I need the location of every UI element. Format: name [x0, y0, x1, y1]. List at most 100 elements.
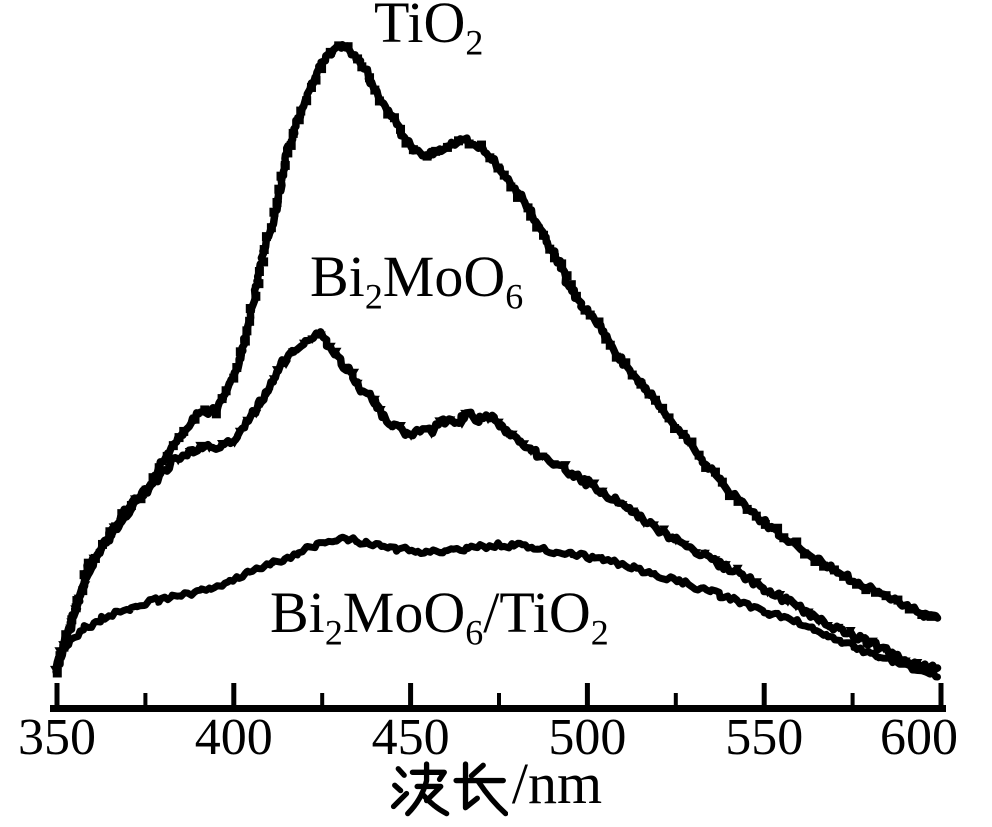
marker-dot [733, 598, 739, 604]
marker-dot [801, 623, 807, 629]
marker-dot [254, 565, 260, 571]
marker-dot [929, 670, 935, 676]
marker-square [283, 148, 293, 158]
marker-dot [237, 576, 243, 582]
marker-square [317, 64, 327, 74]
marker-dot [112, 609, 118, 615]
marker-triangle [395, 422, 406, 431]
marker-triangle [204, 444, 215, 453]
marker-dot [589, 553, 595, 559]
marker-square [383, 109, 393, 119]
marker-triangle [790, 602, 801, 612]
marker-triangle [537, 452, 548, 462]
marker-triangle [742, 574, 753, 584]
marker-dot [706, 589, 712, 595]
marker-square [658, 403, 668, 413]
marker-square [760, 519, 770, 529]
marker-triangle [363, 390, 374, 400]
marker-dot [905, 661, 911, 667]
marker-square [917, 610, 927, 620]
x-axis-major-tick [231, 683, 237, 706]
marker-dot [544, 549, 550, 555]
marker-square [168, 441, 178, 451]
marker-triangle [125, 509, 136, 518]
marker-dot [562, 553, 568, 559]
marker-square [266, 223, 276, 233]
marker-square [179, 426, 189, 436]
marker-triangle [679, 540, 690, 550]
marker-square [627, 370, 637, 380]
marker-square [200, 405, 210, 415]
marker-triangle [548, 460, 559, 469]
marker-triangle [648, 521, 659, 530]
marker-dot [876, 656, 882, 662]
marker-triangle [569, 472, 580, 481]
x-tick-label: 600 [880, 709, 958, 766]
marker-dot [508, 541, 514, 547]
marker-dot [662, 575, 668, 581]
marker-dot [165, 596, 171, 602]
marker-dot [198, 585, 204, 591]
marker-dot [344, 537, 350, 543]
x-axis-minor-tick [320, 693, 325, 706]
x-tick-label: 450 [371, 709, 450, 766]
marker-square [286, 140, 296, 150]
marker-dot [338, 534, 344, 540]
x-axis-major-tick [408, 683, 414, 706]
marker-square [221, 386, 231, 396]
marker-square [839, 571, 849, 581]
marker-triangle [281, 360, 292, 369]
marker-triangle [720, 561, 731, 570]
marker-triangle [338, 363, 349, 373]
marker-square [401, 138, 411, 148]
marker-dot [375, 541, 381, 547]
marker-dot [445, 546, 451, 552]
marker-triangle [426, 430, 437, 439]
marker-triangle [287, 348, 298, 357]
marker-square [523, 203, 533, 213]
marker-dot [293, 552, 299, 558]
marker-dot [193, 589, 199, 595]
marker-triangle [617, 501, 628, 510]
marker-dot [724, 595, 730, 601]
marker-triangle [710, 556, 721, 565]
marker-square [422, 151, 432, 161]
marker-dot [277, 560, 283, 566]
marker-square [117, 509, 127, 519]
marker-dot [896, 662, 902, 668]
marker-square [779, 533, 789, 543]
marker-square [442, 142, 452, 152]
marker-dot [535, 545, 541, 551]
x-axis-title: /nm [0, 752, 992, 820]
marker-dot [155, 600, 161, 606]
marker-dot [784, 613, 790, 619]
marker-triangle [589, 479, 600, 488]
marker-dot [464, 544, 470, 550]
marker-square [334, 41, 344, 51]
marker-dot [517, 541, 523, 547]
marker-dot [174, 593, 180, 599]
marker-dot [78, 629, 84, 635]
marker-triangle [483, 415, 494, 425]
marker-square [557, 259, 567, 269]
marker-square [585, 310, 595, 320]
marker-square [52, 668, 62, 678]
marker-triangle [155, 470, 166, 480]
marker-square [861, 585, 871, 595]
marker-dot [392, 546, 398, 552]
marker-dot [285, 555, 291, 561]
x-tick-label: 500 [548, 709, 627, 766]
marker-square [650, 395, 660, 405]
marker-square [893, 595, 903, 605]
marker-triangle [271, 366, 282, 375]
curve-label-bi2moo6-tio2: Bi2MoO6/TiO2 [270, 580, 609, 653]
marker-triangle [782, 598, 793, 607]
marker-square [800, 549, 810, 559]
marker-triangle [803, 608, 814, 617]
marker-triangle [164, 464, 175, 473]
marker-dot [827, 633, 833, 639]
marker-square [717, 477, 727, 487]
marker-triangle [890, 652, 901, 662]
marker-square [485, 153, 495, 163]
